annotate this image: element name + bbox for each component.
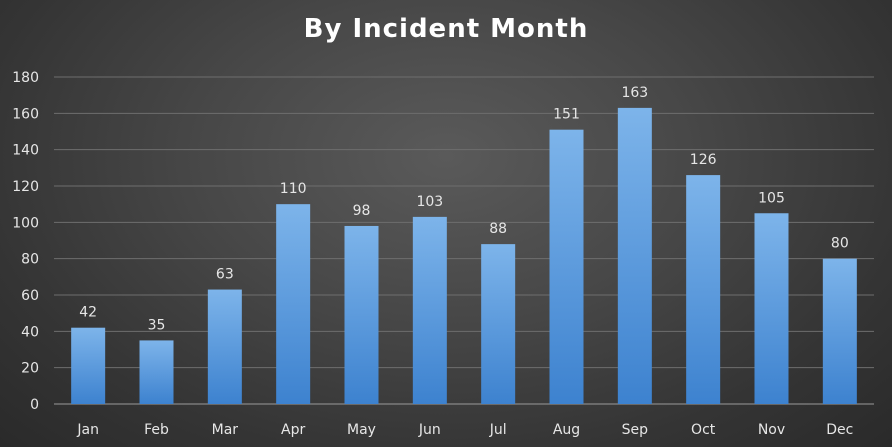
y-tick-label: 0 — [30, 397, 39, 413]
gridlines — [54, 76, 874, 405]
x-tick-label: Aug — [553, 422, 580, 438]
bar-jul — [481, 244, 516, 404]
y-tick-label: 60 — [21, 288, 39, 304]
y-tick-label: 160 — [12, 106, 39, 122]
data-label-oct: 126 — [690, 152, 717, 168]
x-tick-label: Mar — [212, 422, 239, 438]
data-label-jul: 88 — [489, 221, 507, 237]
data-label-apr: 110 — [280, 181, 307, 197]
bars — [71, 107, 857, 404]
x-tick-label: Jan — [76, 422, 99, 438]
data-label-nov: 105 — [758, 190, 785, 206]
x-tick-label: Dec — [826, 422, 853, 438]
data-label-aug: 151 — [553, 107, 580, 123]
y-tick-label: 120 — [12, 179, 39, 195]
x-tick-label: Nov — [758, 422, 785, 438]
data-labels: 42 35 63 110 98 103 88 151 163 126 105 80 — [79, 85, 848, 334]
x-axis: Jan Feb Mar Apr May Jun Jul Aug Sep Oct Nov Dec — [76, 422, 853, 438]
bar-sep — [617, 107, 652, 404]
bar-jan — [71, 327, 106, 404]
x-tick-label: May — [347, 422, 376, 438]
bar-may — [344, 225, 379, 404]
chart-title: By Incident Month — [303, 14, 589, 44]
x-tick-label: Oct — [691, 422, 716, 438]
bar-apr — [276, 204, 311, 404]
y-tick-label: 80 — [21, 252, 39, 268]
x-tick-label: Apr — [281, 422, 305, 438]
y-axis: 0 20 40 60 80 100 120 140 160 180 — [12, 70, 39, 413]
data-label-feb: 35 — [148, 317, 166, 333]
data-label-jun: 103 — [416, 194, 443, 210]
bar-dec — [822, 258, 857, 404]
bar-jun — [412, 216, 447, 404]
y-tick-label: 140 — [12, 143, 39, 159]
bar-feb — [139, 340, 174, 404]
x-tick-label: Feb — [144, 422, 169, 438]
bar-aug — [549, 129, 584, 404]
x-tick-label: Sep — [622, 422, 649, 438]
y-tick-label: 20 — [21, 361, 39, 377]
bar-mar — [207, 289, 242, 404]
data-label-may: 98 — [353, 203, 371, 219]
data-label-mar: 63 — [216, 267, 234, 283]
bar-nov — [754, 213, 789, 404]
bar-oct — [686, 175, 721, 404]
y-tick-label: 40 — [21, 324, 39, 340]
y-tick-label: 100 — [12, 215, 39, 231]
data-label-sep: 163 — [621, 85, 648, 101]
x-tick-label: Jun — [418, 422, 441, 438]
data-label-dec: 80 — [831, 236, 849, 252]
data-label-jan: 42 — [79, 305, 97, 321]
x-tick-label: Jul — [489, 422, 507, 438]
y-tick-label: 180 — [12, 70, 39, 86]
